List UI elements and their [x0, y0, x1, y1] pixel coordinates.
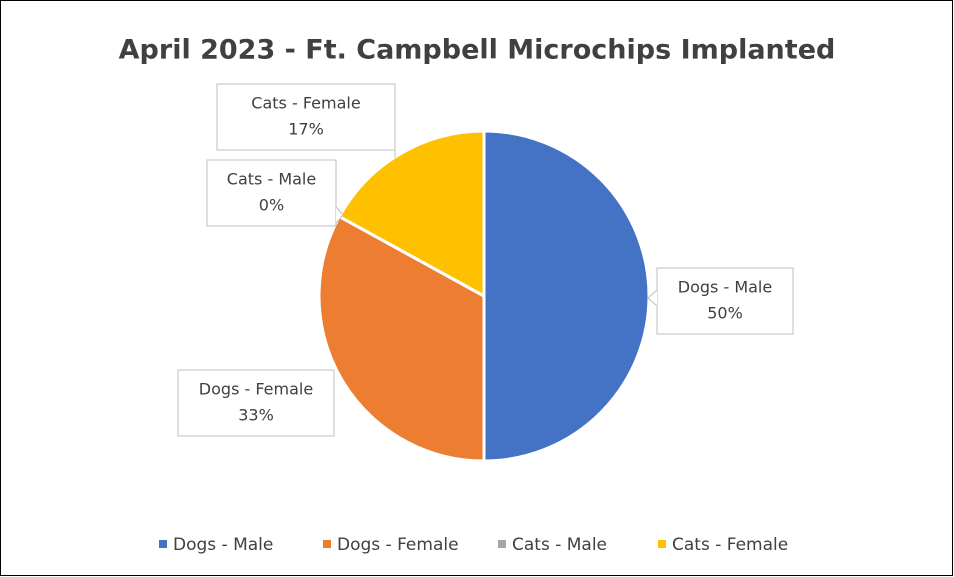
- data-label-name: Cats - Male: [227, 170, 316, 189]
- data-label-name: Cats - Female: [251, 94, 360, 113]
- data-label-name: Dogs - Male: [678, 278, 772, 297]
- legend-marker: [159, 540, 167, 548]
- legend-label: Cats - Male: [512, 535, 607, 555]
- data-label-name: Dogs - Female: [199, 380, 313, 399]
- legend-marker: [498, 540, 506, 548]
- label-box: [177, 369, 335, 437]
- legend-label: Dogs - Female: [337, 535, 459, 555]
- chart-title: April 2023 - Ft. Campbell Microchips Imp…: [119, 35, 836, 66]
- label-box: [656, 267, 794, 335]
- data-label-value: 17%: [288, 120, 324, 139]
- data-label-value: 33%: [238, 406, 274, 425]
- legend-label: Cats - Female: [672, 535, 788, 555]
- pie-slice: [482, 129, 651, 463]
- pie-slice: [317, 214, 486, 463]
- label-box: [206, 159, 337, 227]
- data-label-value: 50%: [707, 304, 743, 323]
- legend-marker: [658, 540, 666, 548]
- label-box: [216, 83, 396, 151]
- legend-label: Dogs - Male: [173, 535, 273, 555]
- label-callout: [647, 289, 658, 307]
- pie-slice: [337, 129, 486, 299]
- legend-marker: [323, 540, 331, 548]
- data-label-value: 0%: [259, 196, 284, 215]
- label-callout: [335, 206, 344, 224]
